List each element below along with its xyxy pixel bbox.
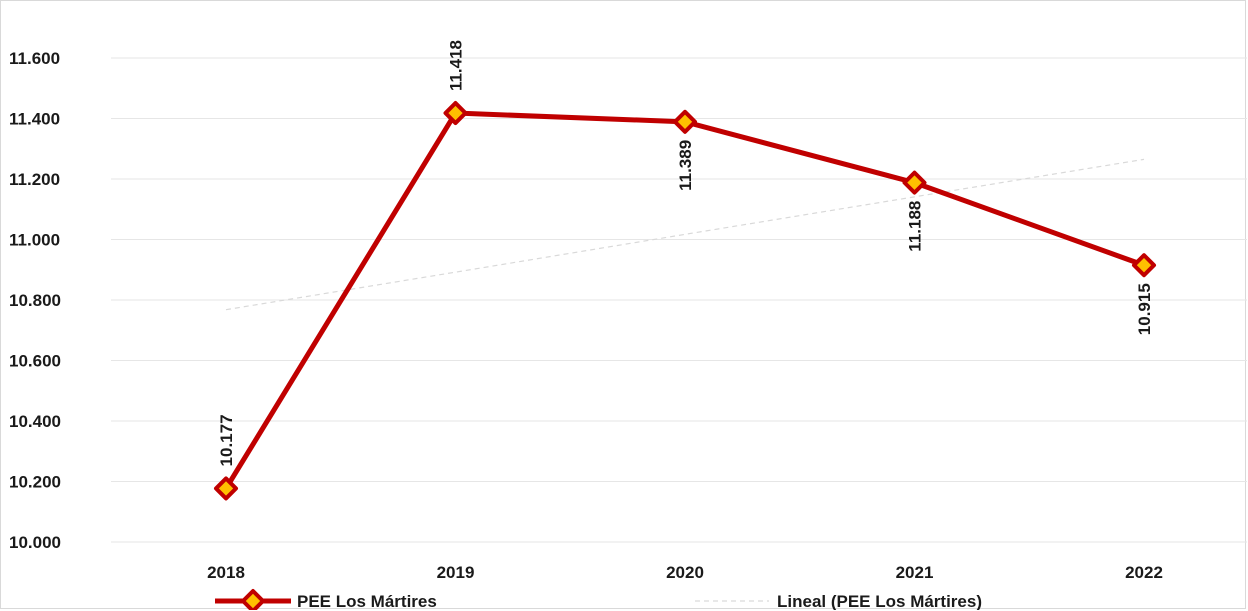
y-axis-ticks: 10.000 10.200 10.400 10.600 10.800 11.000 11.2…: [9, 49, 61, 552]
trendline-path: [225, 158, 1145, 311]
y-tick-label: 11.200: [9, 170, 60, 189]
y-tick-label: 11.400: [9, 110, 60, 129]
data-point-marker: [902, 170, 927, 195]
y-tick-label: 10.200: [9, 473, 61, 492]
x-tick-label: 2019: [437, 563, 475, 582]
data-point-marker: [673, 109, 697, 134]
legend-marker-series: [241, 589, 265, 610]
trendline: [225, 158, 1145, 311]
x-tick-label: 2021: [896, 563, 934, 582]
y-tick-label: 10.000: [9, 533, 61, 552]
y-tick-label: 11.000: [9, 231, 60, 250]
data-label: 10.915: [1135, 283, 1154, 335]
legend-label-series: PEE Los Mártires: [297, 592, 437, 610]
x-axis-ticks: 2018 2019 2020 2021 2022: [207, 563, 1163, 582]
legend: PEE Los Mártires Lineal (PEE Los Mártires…: [215, 589, 982, 610]
x-tick-label: 2022: [1125, 563, 1163, 582]
data-label: 11.389: [676, 140, 695, 191]
data-point-marker: [443, 101, 468, 126]
x-tick-label: 2018: [207, 563, 245, 582]
x-tick-label: 2020: [666, 563, 704, 582]
legend-label-trendline: Lineal (PEE Los Mártires): [777, 592, 982, 610]
y-tick-label: 11.600: [9, 49, 60, 68]
data-point-marker: [1132, 253, 1156, 278]
data-label: 11.418: [447, 40, 466, 91]
series-pee-los-martires: [214, 101, 1156, 501]
data-label: 10.177: [217, 414, 236, 466]
data-label: 11.188: [906, 201, 925, 252]
y-tick-label: 10.400: [9, 412, 61, 431]
y-tick-label: 10.600: [9, 352, 61, 371]
data-point-marker: [214, 476, 238, 501]
y-tick-label: 10.800: [9, 291, 61, 310]
gridlines: [111, 57, 1247, 543]
data-labels: 10.177 11.418 11.389 11.188 10.915: [217, 40, 1154, 466]
